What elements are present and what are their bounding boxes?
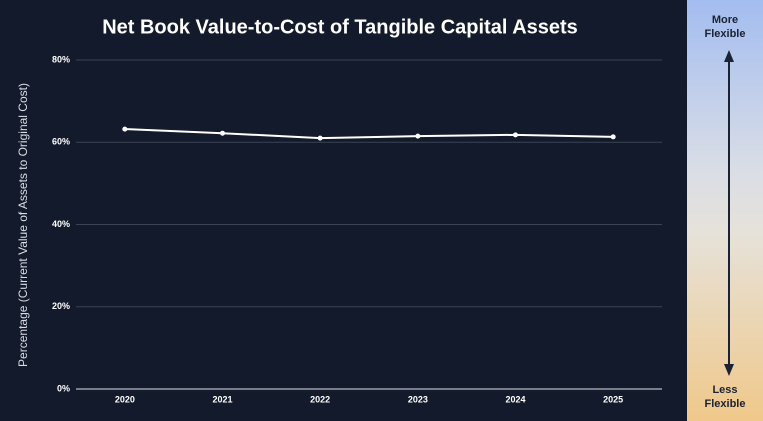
data-point bbox=[610, 134, 616, 140]
y-tick-label: 40% bbox=[52, 219, 70, 229]
data-point bbox=[415, 133, 421, 139]
scale-bottom-label: Less Flexible bbox=[704, 384, 746, 410]
data-point bbox=[122, 126, 128, 132]
chart: Net Book Value-to-Cost of Tangible Capit… bbox=[16, 16, 662, 404]
y-tick-label: 80% bbox=[52, 54, 70, 64]
data-line bbox=[124, 128, 614, 140]
x-tick-label: 2023 bbox=[408, 394, 428, 404]
scale-top-label: More Flexible bbox=[704, 14, 746, 40]
y-tick-label: 20% bbox=[52, 301, 70, 311]
arrow-head-up bbox=[724, 50, 734, 62]
arrow-head-down bbox=[724, 364, 734, 376]
x-tick-label: 2025 bbox=[603, 394, 623, 404]
x-tick-label: 2022 bbox=[310, 394, 330, 404]
data-point bbox=[513, 132, 518, 138]
data-point bbox=[317, 135, 323, 141]
scale-arrow bbox=[724, 50, 734, 376]
y-tick-label: 0% bbox=[57, 383, 70, 393]
y-tick-label: 60% bbox=[52, 137, 70, 147]
x-tick-label: 2020 bbox=[115, 394, 135, 404]
data-point bbox=[220, 130, 225, 136]
x-tick-label: 2021 bbox=[212, 394, 232, 404]
y-axis-title: Percentage (Current Value of Assets to O… bbox=[16, 83, 30, 367]
x-tick-label: 2024 bbox=[505, 394, 525, 404]
chart-title: Net Book Value-to-Cost of Tangible Capit… bbox=[102, 16, 578, 38]
flexibility-scale: More Flexible Less Flexible bbox=[687, 0, 763, 421]
